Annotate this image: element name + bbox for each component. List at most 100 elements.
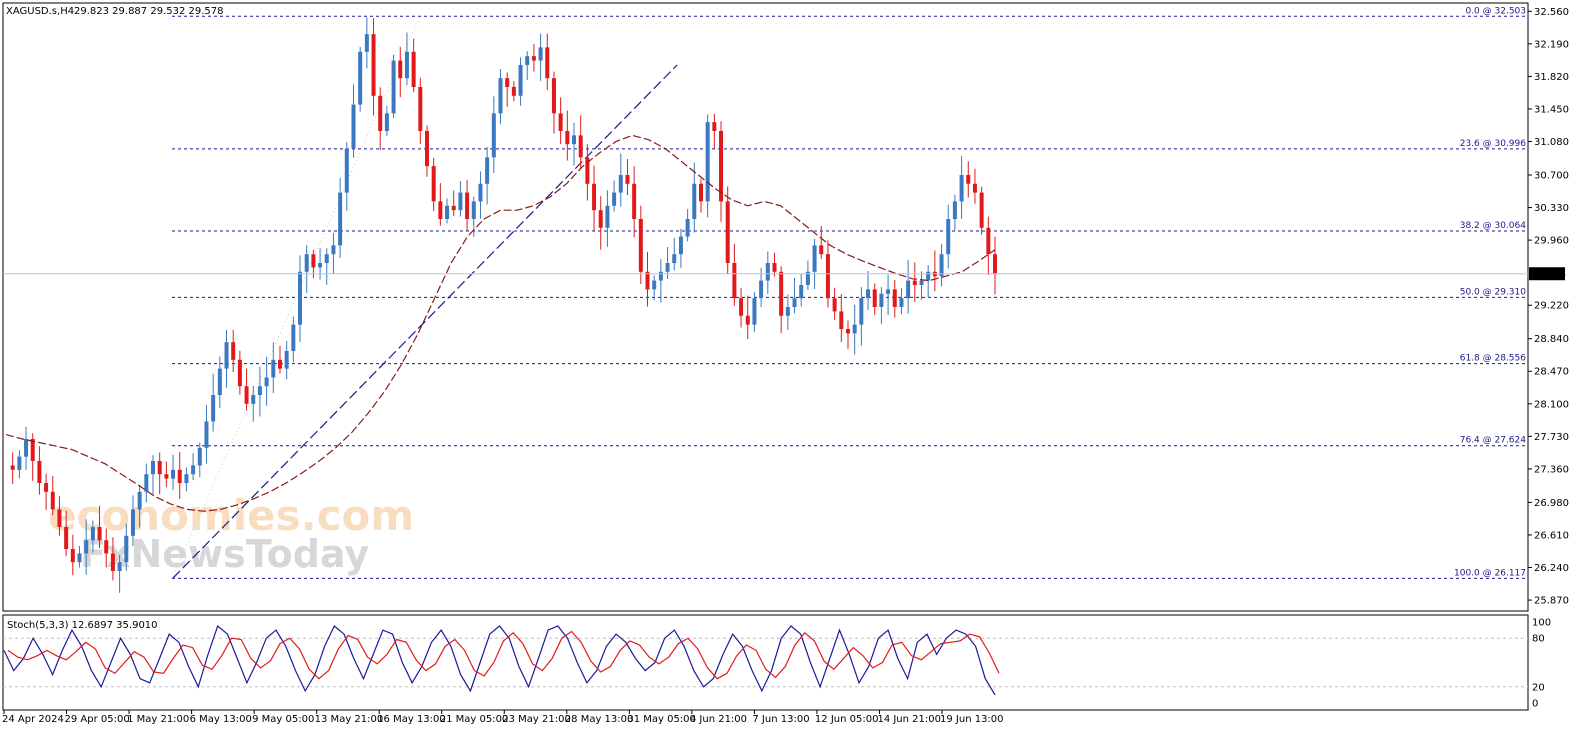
ohlc-label: 29.823 29.887 29.532 29.578 xyxy=(74,6,224,17)
candle-body xyxy=(311,254,316,268)
y-tick-label: 26.980 xyxy=(1534,498,1569,509)
candle-body xyxy=(979,192,984,228)
candle-body xyxy=(251,395,256,404)
fib-level-label: 38.2 @ 30.064 xyxy=(1460,221,1527,231)
candle-body xyxy=(264,377,269,387)
candle-body xyxy=(458,192,463,211)
candle-body xyxy=(759,280,764,299)
candle-body xyxy=(899,298,904,307)
candle-body xyxy=(799,284,804,299)
candle-body xyxy=(672,254,677,263)
x-tick-label: 31 May 05:00 xyxy=(627,714,696,725)
candle-body xyxy=(612,192,617,206)
fib-level-label: 61.8 @ 28.556 xyxy=(1460,354,1527,364)
watermark-line2: FxNewsToday xyxy=(80,532,369,576)
candle-body xyxy=(578,135,583,158)
candle-body xyxy=(191,465,196,475)
y-tick-label: 31.080 xyxy=(1534,137,1569,148)
candle-body xyxy=(678,236,683,255)
candle-body xyxy=(518,64,523,96)
candle-body xyxy=(866,289,871,299)
last-price-label: 29.578 xyxy=(1531,269,1566,280)
candle-body xyxy=(184,474,189,484)
candle-body xyxy=(966,174,971,184)
x-tick-label: 29 Apr 05:00 xyxy=(65,714,130,725)
candle-body xyxy=(752,298,757,325)
candle-body xyxy=(204,421,209,448)
candle-body xyxy=(130,509,135,536)
y-tick-label: 32.190 xyxy=(1534,39,1569,50)
candle-body xyxy=(17,456,22,470)
stoch-level-label: 0 xyxy=(1532,699,1538,710)
candle-body xyxy=(271,359,276,378)
y-tick-label: 28.100 xyxy=(1534,399,1569,410)
main-plot-frame xyxy=(2,2,1529,612)
candle-body xyxy=(658,271,663,281)
stoch-level-label: 100 xyxy=(1532,618,1551,629)
fib-level-label: 23.6 @ 30.996 xyxy=(1460,139,1527,149)
candle-body xyxy=(592,183,597,211)
candle-body xyxy=(104,540,109,554)
candles xyxy=(10,17,997,593)
candle-body xyxy=(685,218,690,237)
candle-body xyxy=(364,34,369,52)
candle-body xyxy=(952,201,957,219)
candle-body xyxy=(959,174,964,202)
x-axis-labels: 24 Apr 2024 29 Apr 05:001 May 21:00 6 May … xyxy=(2,710,1004,725)
candle-body xyxy=(391,60,396,114)
candle-body xyxy=(384,113,389,131)
x-tick-label: 7 Jun 13:00 xyxy=(752,714,809,725)
candle-body xyxy=(30,439,35,462)
candle-body xyxy=(772,262,777,272)
candle-body xyxy=(231,342,236,360)
y-tick-label: 27.360 xyxy=(1534,464,1569,475)
candle-body xyxy=(304,254,309,272)
candle-body xyxy=(378,95,383,131)
candle-body xyxy=(879,293,884,307)
candle-body xyxy=(845,329,850,334)
candle-body xyxy=(832,298,837,312)
x-tick-label: 1 May 21:00 xyxy=(127,714,189,725)
candle-body xyxy=(24,439,29,457)
candle-body xyxy=(525,56,530,65)
x-tick-label: 21 May 05:00 xyxy=(440,714,509,725)
candle-body xyxy=(939,254,944,277)
stoch-k-line xyxy=(3,624,996,696)
candle-body xyxy=(64,527,69,550)
trendline xyxy=(172,64,678,579)
candle-body xyxy=(117,562,122,572)
candle-body xyxy=(44,483,49,492)
candle-body xyxy=(50,491,55,510)
moving-average xyxy=(5,134,996,512)
y-tick-label: 31.820 xyxy=(1534,72,1569,83)
candle-body xyxy=(277,359,282,369)
x-tick-label: 4 Jun 21:00 xyxy=(690,714,747,725)
candle-body xyxy=(792,298,797,307)
candle-body xyxy=(398,60,403,79)
candle-body xyxy=(411,51,416,87)
candle-body xyxy=(745,315,750,325)
candle-body xyxy=(511,86,516,96)
stochastic-oscillator: 100 80 20 0 xyxy=(3,618,1551,710)
candle-body xyxy=(211,395,216,422)
candle-body xyxy=(291,324,296,352)
candle-body xyxy=(986,227,991,255)
stoch-level-label: 80 xyxy=(1532,634,1545,645)
y-tick-label: 26.240 xyxy=(1534,563,1569,574)
fib-level-label: 100.0 @ 26.117 xyxy=(1454,568,1526,578)
candle-body xyxy=(892,289,897,307)
candle-body xyxy=(151,461,156,475)
fib-level-label: 76.4 @ 27.624 xyxy=(1460,436,1527,446)
candle-body xyxy=(598,210,603,228)
candle-body xyxy=(551,78,556,114)
y-axis-ticks: 32.560 32.190 31.820 31.450 31.080 30.700 30.3… xyxy=(1528,7,1569,607)
candle-body xyxy=(344,148,349,193)
candle-body xyxy=(351,104,356,149)
y-tick-label: 29.960 xyxy=(1534,236,1569,247)
candle-body xyxy=(839,311,844,330)
candle-body xyxy=(171,469,176,479)
x-tick-label: 16 May 13:00 xyxy=(377,714,446,725)
candle-body xyxy=(852,324,857,334)
candle-body xyxy=(906,280,911,299)
